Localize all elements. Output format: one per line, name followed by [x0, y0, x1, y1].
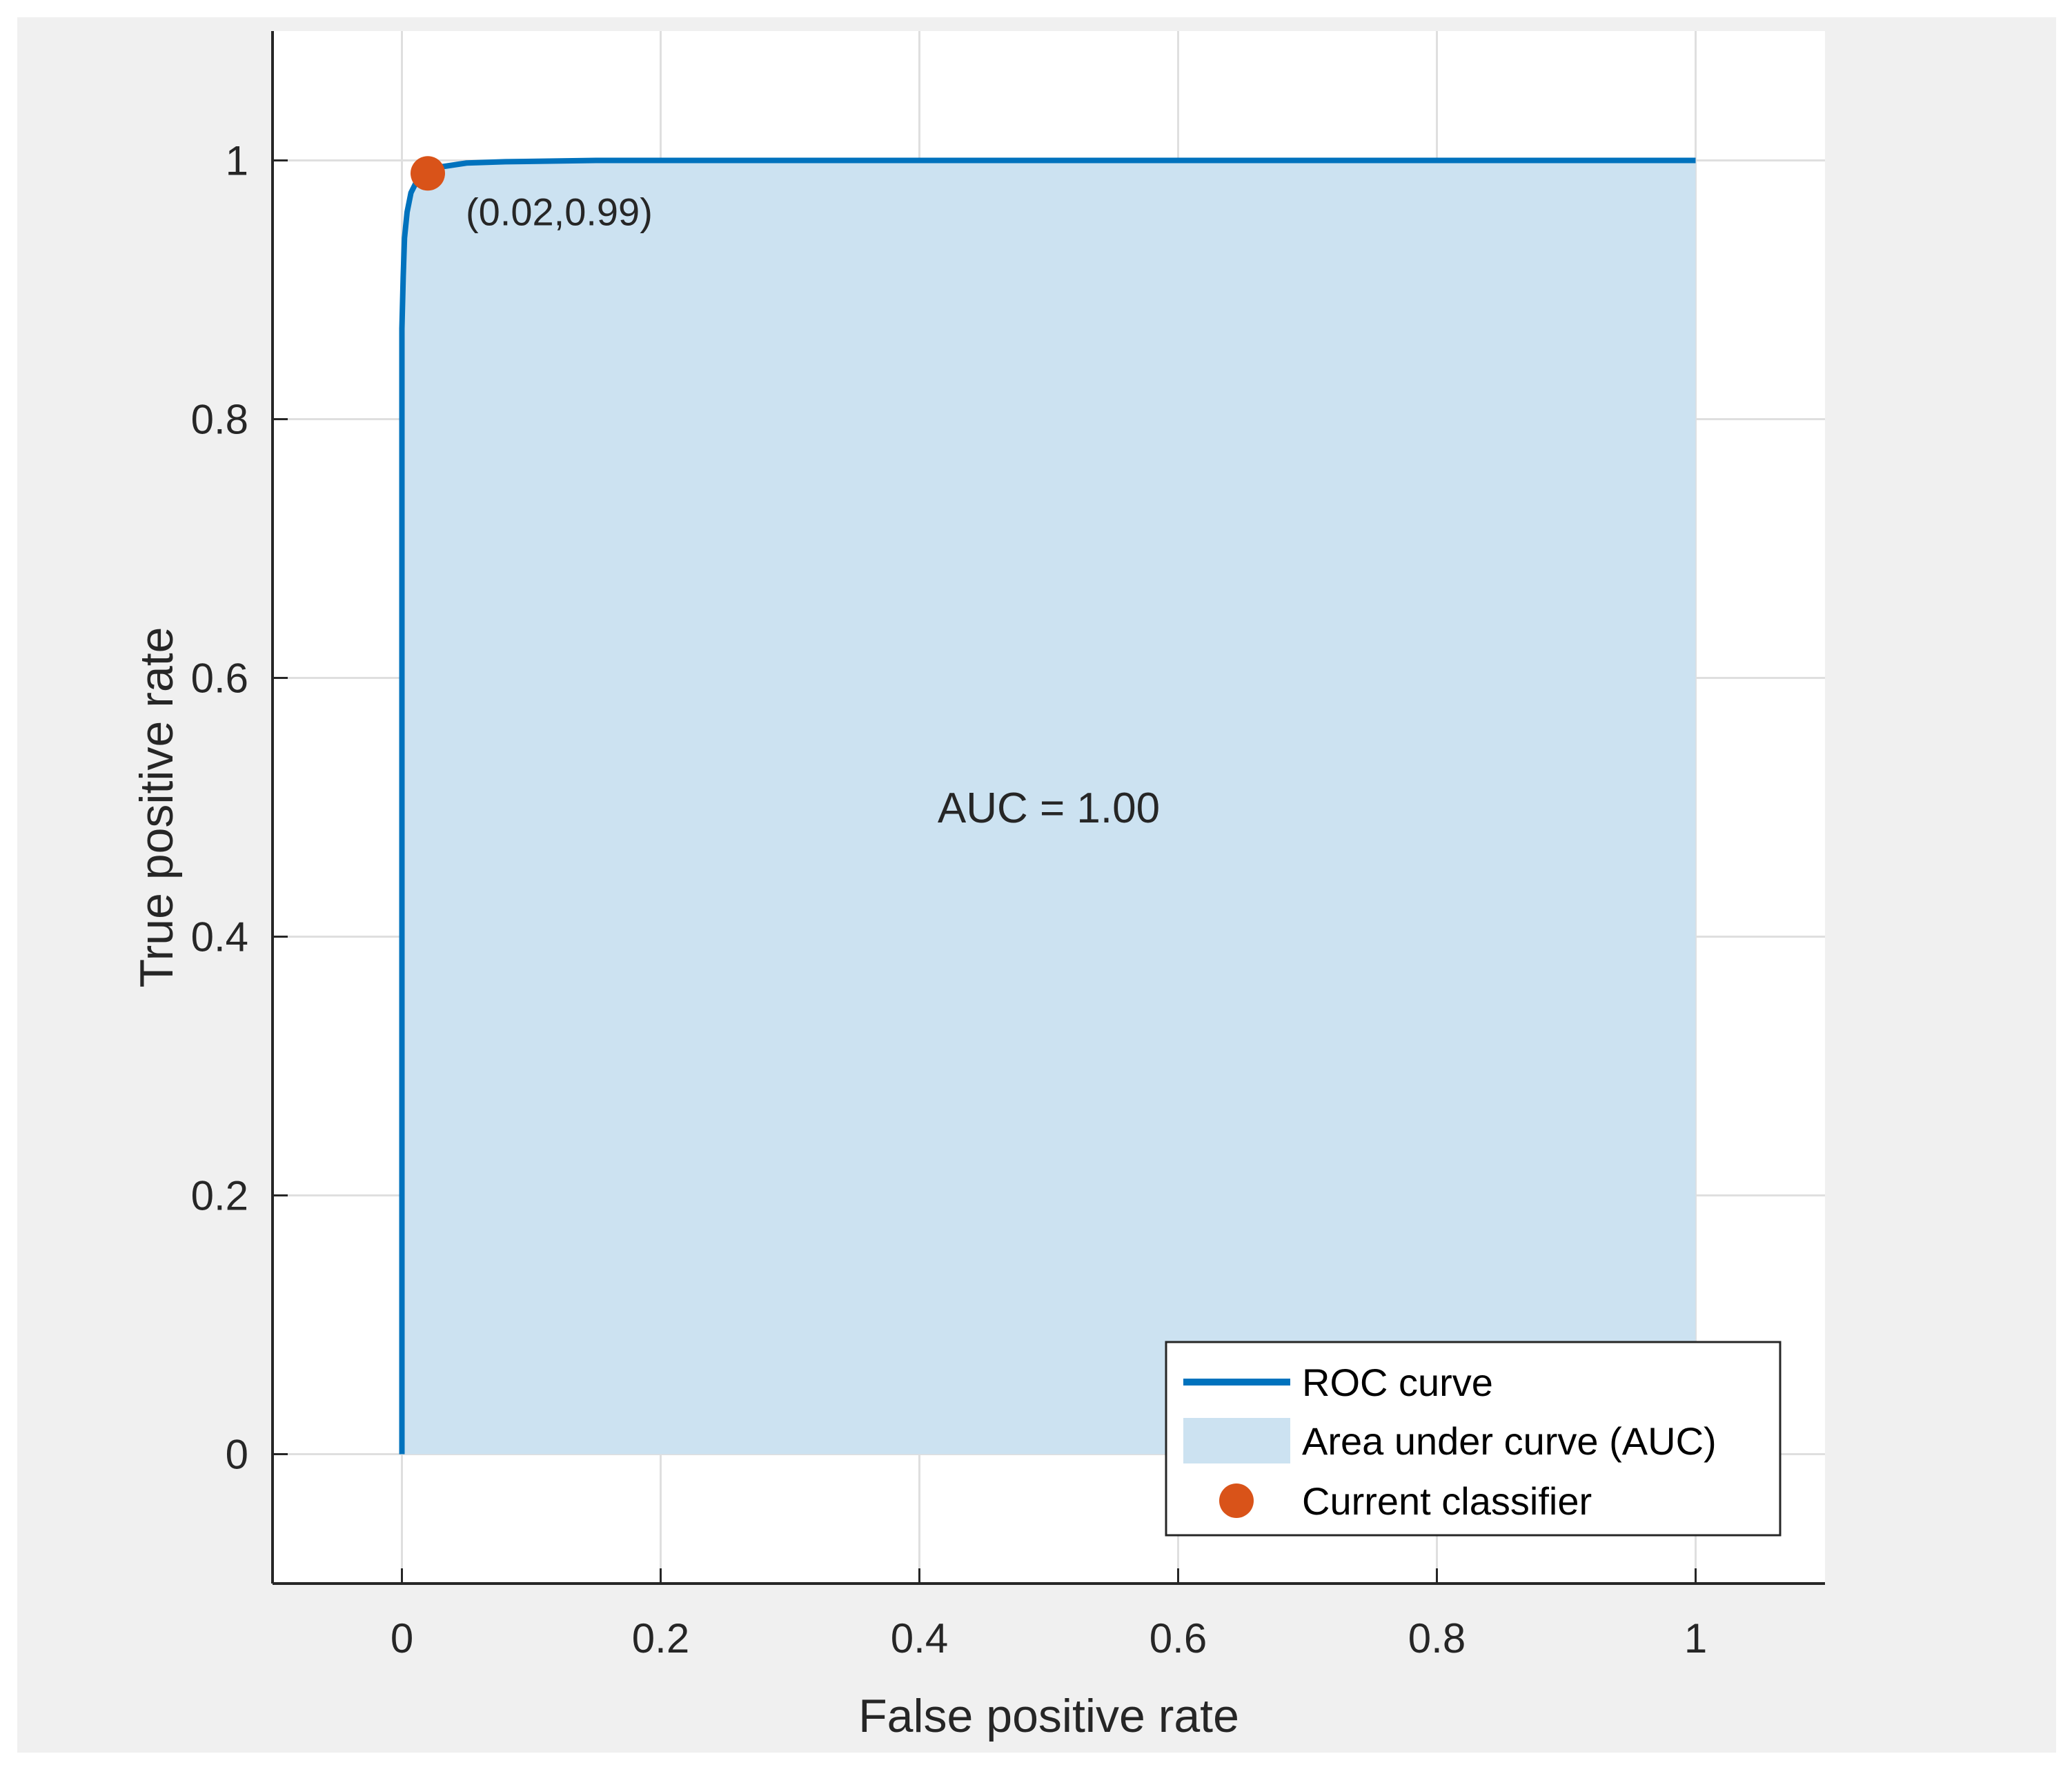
legend-auc-swatch	[1183, 1418, 1290, 1463]
x-tick-label: 0.4	[891, 1615, 948, 1662]
legend-roc-label: ROC curve	[1302, 1361, 1493, 1404]
y-tick-labels: 0 0.2 0.4 0.6 0.8 1	[191, 138, 248, 1478]
y-tick-label: 0.6	[191, 655, 248, 702]
x-tick-label: 0.2	[632, 1615, 689, 1662]
x-tick-label: 1	[1684, 1615, 1707, 1662]
x-tick-label: 0.6	[1150, 1615, 1207, 1662]
auc-annotation: AUC = 1.00	[938, 785, 1160, 832]
y-axis-label: True positive rate	[130, 627, 183, 988]
legend-classifier-label: Current classifier	[1302, 1479, 1592, 1523]
y-tick-label: 0	[226, 1432, 248, 1478]
x-tick-labels: 0 0.2 0.4 0.6 0.8 1	[391, 1615, 1707, 1662]
y-tick-label: 0.2	[191, 1173, 248, 1219]
current-classifier-label: (0.02,0.99)	[466, 190, 653, 233]
x-axis-label: False positive rate	[858, 1690, 1239, 1742]
current-classifier-point	[411, 156, 445, 191]
y-tick-label: 0.4	[191, 914, 248, 960]
auc-area	[402, 160, 1696, 1455]
axes	[271, 31, 1825, 1585]
legend-classifier-swatch	[1219, 1483, 1254, 1518]
legend: ROC curve Area under curve (AUC) Current…	[1165, 1341, 1782, 1537]
roc-chart: (0.02,0.99) AUC = 1.00 0 0.2 0.4 0.6 0.8 1 00…	[130, 31, 1825, 1742]
x-tick-label: 0	[391, 1615, 413, 1662]
y-tick-label: 1	[226, 138, 248, 184]
legend-auc-label: Area under curve (AUC)	[1302, 1419, 1717, 1463]
x-tick-label: 0.8	[1408, 1615, 1466, 1662]
y-tick-label: 0.8	[191, 397, 248, 443]
